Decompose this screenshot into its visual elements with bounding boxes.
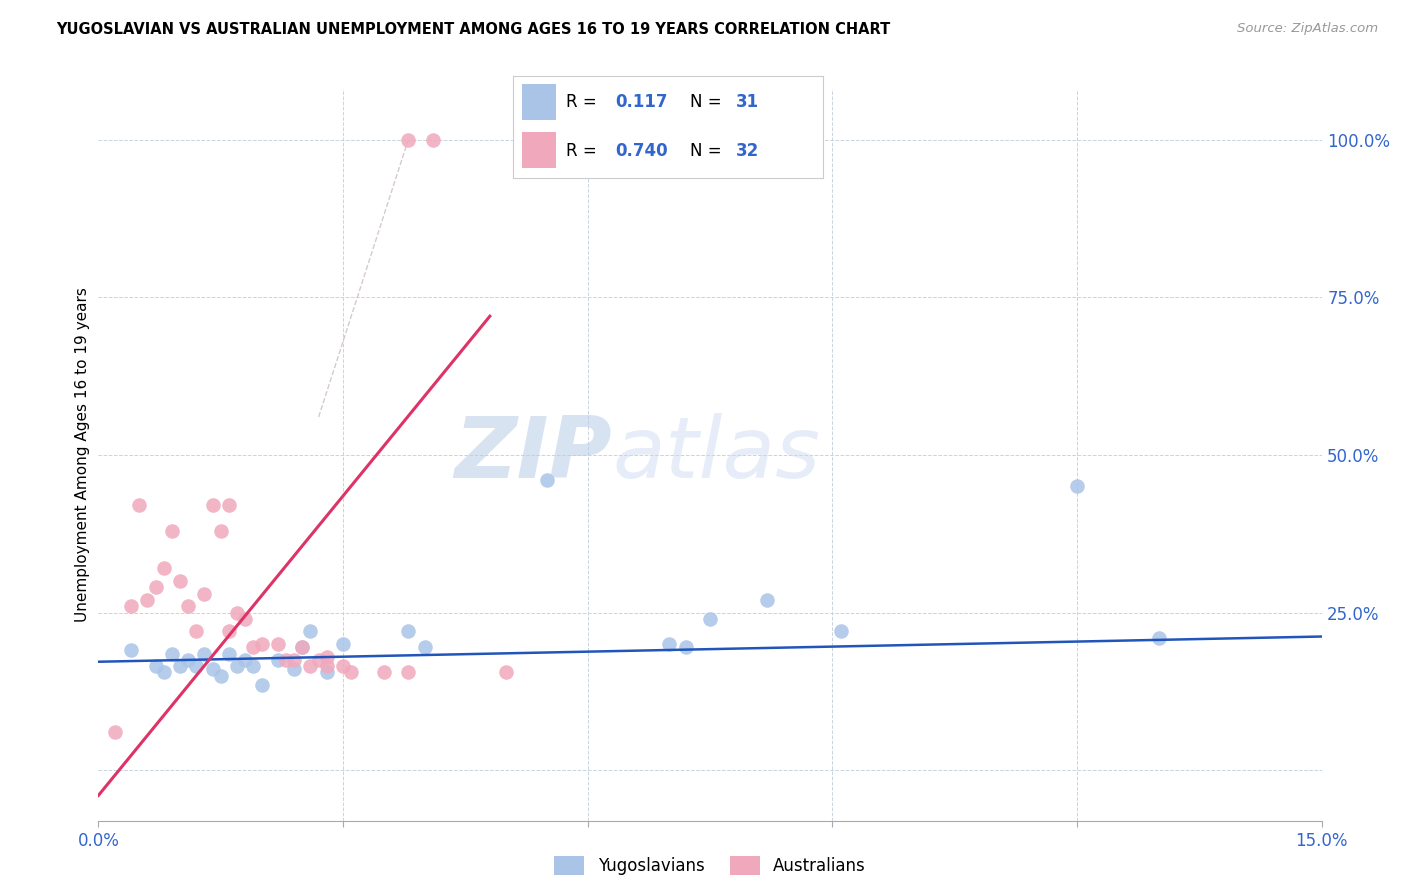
- Point: [120, 643, 142, 657]
- Point: [299, 624, 322, 639]
- Point: [218, 624, 240, 639]
- Point: [396, 665, 419, 680]
- Text: 0.117: 0.117: [616, 94, 668, 112]
- Point: [209, 524, 232, 538]
- Point: [332, 659, 354, 673]
- Text: R =: R =: [565, 142, 602, 160]
- Point: [373, 665, 395, 680]
- Point: [201, 499, 224, 513]
- Point: [160, 647, 183, 661]
- Point: [186, 624, 208, 639]
- Point: [193, 647, 215, 661]
- Point: [536, 473, 558, 487]
- Point: [1066, 479, 1088, 493]
- Point: [136, 593, 159, 607]
- Point: [250, 637, 273, 651]
- Text: 31: 31: [735, 94, 759, 112]
- Point: [299, 659, 322, 673]
- Point: [177, 653, 200, 667]
- Point: [699, 612, 721, 626]
- Point: [226, 659, 249, 673]
- Text: ZIP: ZIP: [454, 413, 612, 497]
- Point: [283, 662, 305, 676]
- Text: 0.740: 0.740: [616, 142, 668, 160]
- Point: [177, 599, 200, 614]
- FancyBboxPatch shape: [523, 84, 557, 120]
- Point: [145, 659, 167, 673]
- Text: 32: 32: [735, 142, 759, 160]
- Point: [120, 599, 142, 614]
- Point: [104, 725, 127, 739]
- Point: [396, 133, 419, 147]
- Point: [218, 499, 240, 513]
- Text: N =: N =: [689, 94, 727, 112]
- Point: [274, 653, 297, 667]
- Point: [242, 640, 264, 655]
- Point: [1147, 631, 1170, 645]
- Point: [315, 665, 337, 680]
- Point: [226, 606, 249, 620]
- Point: [396, 624, 419, 639]
- Point: [267, 653, 290, 667]
- Point: [242, 659, 264, 673]
- Point: [830, 624, 852, 639]
- Point: [315, 649, 337, 664]
- Point: [152, 561, 174, 575]
- Point: [169, 574, 191, 588]
- Y-axis label: Unemployment Among Ages 16 to 19 years: Unemployment Among Ages 16 to 19 years: [75, 287, 90, 623]
- Point: [218, 647, 240, 661]
- Legend: Yugoslavians, Australians: Yugoslavians, Australians: [548, 849, 872, 882]
- Text: Source: ZipAtlas.com: Source: ZipAtlas.com: [1237, 22, 1378, 36]
- Point: [267, 637, 290, 651]
- Point: [340, 665, 363, 680]
- Point: [658, 637, 681, 651]
- Point: [186, 659, 208, 673]
- Point: [160, 524, 183, 538]
- Point: [283, 653, 305, 667]
- Point: [413, 640, 436, 655]
- Text: YUGOSLAVIAN VS AUSTRALIAN UNEMPLOYMENT AMONG AGES 16 TO 19 YEARS CORRELATION CHA: YUGOSLAVIAN VS AUSTRALIAN UNEMPLOYMENT A…: [56, 22, 890, 37]
- FancyBboxPatch shape: [523, 132, 557, 168]
- Point: [495, 665, 517, 680]
- Point: [233, 612, 256, 626]
- Point: [169, 659, 191, 673]
- Point: [233, 653, 256, 667]
- Point: [193, 587, 215, 601]
- Point: [209, 668, 232, 682]
- Point: [308, 653, 330, 667]
- Point: [152, 665, 174, 680]
- Text: atlas: atlas: [612, 413, 820, 497]
- Point: [145, 580, 167, 594]
- Point: [756, 593, 779, 607]
- Point: [422, 133, 444, 147]
- Point: [291, 640, 314, 655]
- Text: R =: R =: [565, 94, 602, 112]
- Point: [250, 678, 273, 692]
- Point: [675, 640, 697, 655]
- Point: [201, 662, 224, 676]
- Point: [315, 659, 337, 673]
- Point: [128, 499, 150, 513]
- Point: [291, 640, 314, 655]
- Text: N =: N =: [689, 142, 727, 160]
- Point: [332, 637, 354, 651]
